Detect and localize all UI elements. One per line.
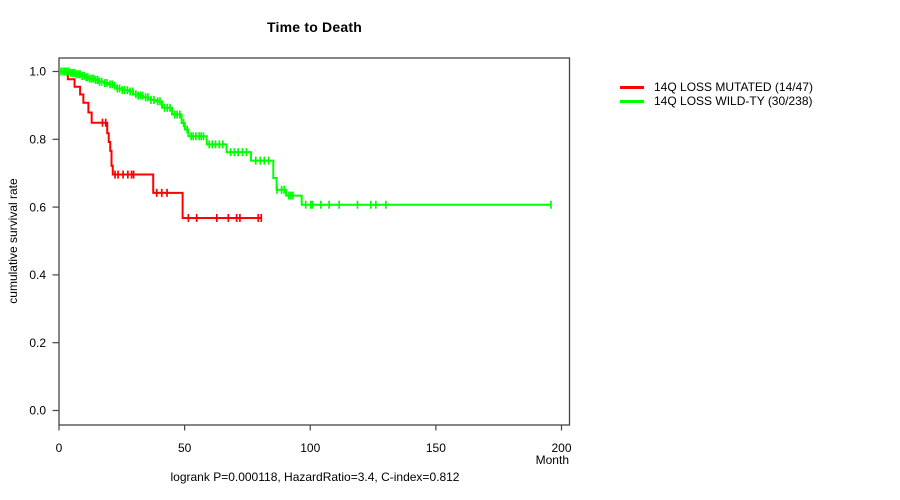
chart-title: Time to Death [267,19,362,35]
y-axis-tick-label: 0.6 [29,200,46,214]
legend-label-mutated: 14Q LOSS MUTATED (14/47) [654,80,813,94]
survival-curve-red [59,70,263,219]
y-axis-tick-label: 1.0 [29,65,46,79]
x-axis-unit-label: Month [535,453,569,467]
legend-line-green-icon [620,99,644,103]
x-axis-tick-label: 100 [300,441,320,455]
legend-item-wildtype: 14Q LOSS WILD-TY (30/238) [620,94,813,108]
legend-item-mutated: 14Q LOSS MUTATED (14/47) [620,80,813,94]
y-axis-tick-label: 0.2 [29,336,46,350]
legend-label-wildtype: 14Q LOSS WILD-TY (30/238) [654,94,813,108]
y-axis-tick-label: 0.8 [29,133,46,147]
y-axis-tick-label: 0.4 [29,268,46,282]
stats-annotation: logrank P=0.000118, HazardRatio=3.4, C-i… [170,470,460,484]
x-axis-tick-label: 50 [178,441,192,455]
x-axis-tick-label: 0 [56,441,63,455]
x-axis-tick-label: 200 [551,441,571,455]
plot-frame [58,57,571,426]
x-axis-tick-label: 150 [426,441,446,455]
legend: 14Q LOSS MUTATED (14/47) 14Q LOSS WILD-T… [620,80,813,108]
legend-line-red-icon [620,85,644,89]
y-axis-tick-label: 0.0 [29,404,46,418]
